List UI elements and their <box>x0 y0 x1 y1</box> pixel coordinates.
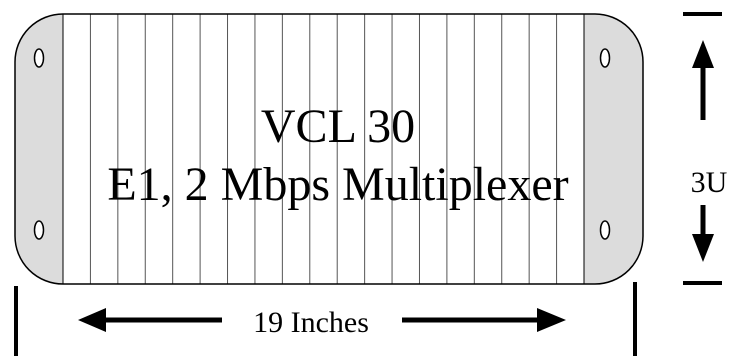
mounting-hole-top-left <box>33 48 45 68</box>
panel-body <box>15 14 643 284</box>
height-arrow-up-head <box>692 40 714 68</box>
rack-panel <box>14 13 644 285</box>
panel-model-title: VCL 30 <box>261 100 415 153</box>
right-mounting-ear <box>584 14 643 284</box>
height-arrow-down-head <box>692 234 714 262</box>
width-arrow-left-head <box>78 308 106 332</box>
width-dimension: 19 Inches <box>14 282 637 356</box>
mounting-hole-bottom-right <box>599 220 611 240</box>
height-dimension: 3U <box>683 12 728 285</box>
width-arrow-right-head <box>537 308 566 332</box>
panel-description: E1, 2 Mbps Multiplexer <box>107 158 568 211</box>
width-label: 19 Inches <box>253 306 369 339</box>
mounting-hole-bottom-left <box>33 220 45 240</box>
panel-outline <box>14 13 644 285</box>
card-slot-lines <box>89 14 558 284</box>
mounting-hole-top-right <box>599 48 611 68</box>
height-label: 3U <box>691 166 728 199</box>
